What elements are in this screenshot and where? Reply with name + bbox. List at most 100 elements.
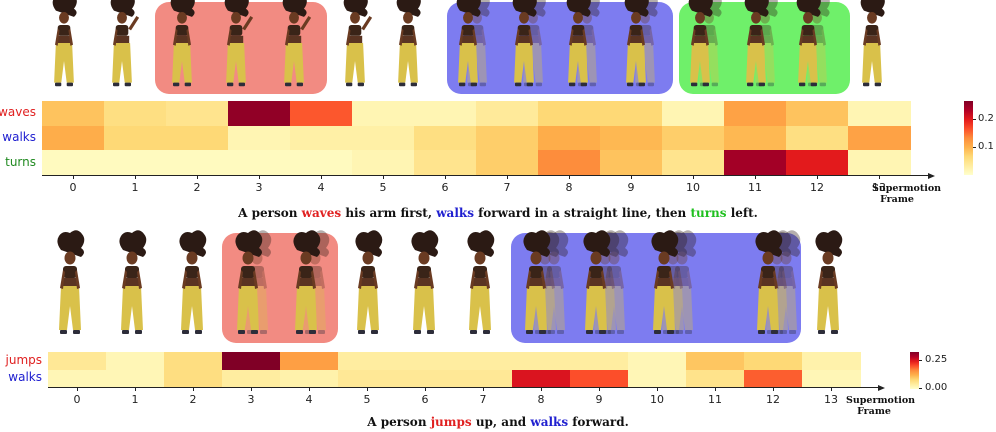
x-tick-label: 1 — [131, 181, 139, 195]
x-tick-mark — [507, 175, 508, 180]
heatmap-cell — [228, 150, 291, 176]
x-tick-label: 4 — [305, 393, 313, 406]
character-figure — [651, 230, 697, 334]
heatmap-cell — [352, 150, 415, 176]
character-figure — [512, 0, 546, 87]
x-tick-label: 12 — [766, 393, 780, 406]
heatmap-cell — [454, 352, 513, 370]
heatmap-cell — [786, 125, 849, 151]
heatmap-cell — [280, 369, 339, 388]
heatmap-row-label: jumps — [5, 352, 43, 367]
character-figure — [523, 230, 569, 334]
character-figure — [343, 0, 373, 87]
x-tick-mark — [135, 175, 136, 180]
heatmap-cell — [512, 352, 571, 370]
colorbar-1-tick-label: 0.1 — [978, 141, 994, 152]
heatmap-cell — [512, 369, 571, 388]
heatmap-cell — [414, 101, 477, 127]
heatmap-cell — [476, 150, 539, 176]
heatmap-cell — [48, 369, 107, 388]
heatmap-cell — [662, 125, 725, 151]
heatmap-cell — [166, 150, 229, 176]
x-tick-mark — [383, 175, 384, 180]
character-figure — [566, 0, 600, 87]
x-axis-title-2: Supermotion Frame — [846, 395, 916, 417]
heatmap-cell — [476, 101, 539, 127]
heatmap-cell — [338, 352, 397, 370]
heatmap-cell — [42, 101, 105, 127]
heatmap-cell — [42, 125, 105, 151]
x-tick-label: 2 — [193, 181, 201, 195]
x-tick-label: 11 — [748, 181, 762, 195]
character-figure — [119, 230, 147, 334]
heatmap-cell — [786, 150, 849, 176]
heatmap-cell — [290, 125, 353, 151]
x-tick-mark — [309, 387, 310, 391]
x-tick-label: 11 — [708, 393, 722, 406]
colorbar-2-tick-label: 0.25 — [925, 354, 948, 365]
x-tick-mark — [879, 175, 880, 180]
character-figure — [282, 0, 312, 87]
heatmap-cell — [600, 150, 663, 176]
x-tick-mark — [445, 175, 446, 180]
heatmap-cell — [106, 352, 165, 370]
motion-frames-strip-1 — [52, 0, 885, 87]
character-figure — [396, 0, 421, 87]
x-tick-label: 8 — [565, 181, 573, 195]
x-tick-mark — [193, 387, 194, 391]
x-axis-arrow — [928, 172, 935, 179]
heatmap-cell — [662, 101, 725, 127]
heatmap-row-label: turns — [5, 154, 36, 169]
x-tick-mark — [817, 175, 818, 180]
heatmap-cell — [744, 369, 803, 388]
heatmap-cell — [848, 150, 911, 176]
x-axis-line — [48, 387, 880, 388]
heatmap-cell — [166, 101, 229, 127]
x-tick-mark — [831, 387, 832, 391]
character-figure — [467, 230, 495, 334]
heatmap-cell — [106, 369, 165, 388]
x-tick-label: 3 — [255, 181, 263, 195]
heatmap-cell — [352, 125, 415, 151]
heatmap-cell — [222, 369, 281, 388]
character-figure — [170, 0, 195, 87]
character-figure — [456, 0, 490, 87]
heatmap-cell — [538, 101, 601, 127]
heatmap-cell — [600, 101, 663, 127]
x-tick-mark — [569, 175, 570, 180]
x-tick-label: 12 — [810, 181, 824, 195]
heatmap-cell — [848, 101, 911, 127]
x-axis-arrow — [878, 384, 885, 391]
colorbar-2-tick — [919, 388, 922, 389]
x-tick-mark — [73, 175, 74, 180]
heatmap-cell — [290, 150, 353, 176]
x-tick-label: 5 — [379, 181, 387, 195]
heatmap-cell — [786, 101, 849, 127]
x-tick-mark — [135, 387, 136, 391]
x-tick-label: 7 — [479, 393, 487, 406]
x-tick-mark — [541, 387, 542, 391]
x-tick-label: 6 — [441, 181, 449, 195]
character-figure — [235, 230, 272, 334]
x-tick-mark — [321, 175, 322, 180]
x-tick-label: 13 — [872, 181, 886, 195]
character-figure — [744, 0, 778, 87]
character-figure — [355, 230, 383, 334]
heatmap-cell — [338, 369, 397, 388]
heatmap-row-label: walks — [2, 130, 36, 145]
x-tick-mark — [425, 387, 426, 391]
character-figure — [110, 0, 140, 87]
colorbar-2-tick-label: 0.00 — [925, 382, 948, 393]
x-axis-title-1: Supermotion Frame — [872, 183, 942, 205]
character-figure — [411, 230, 439, 334]
x-tick-label: 3 — [247, 393, 255, 406]
x-tick-label: 9 — [595, 393, 603, 406]
character-figure — [224, 0, 254, 87]
colorbar-2-tick — [919, 360, 922, 361]
x-tick-mark — [715, 387, 716, 391]
x-tick-label: 4 — [317, 181, 325, 195]
heatmap-cell — [848, 125, 911, 151]
x-axis-line — [42, 175, 930, 177]
x-tick-mark — [259, 175, 260, 180]
heatmap-cell — [228, 125, 291, 151]
